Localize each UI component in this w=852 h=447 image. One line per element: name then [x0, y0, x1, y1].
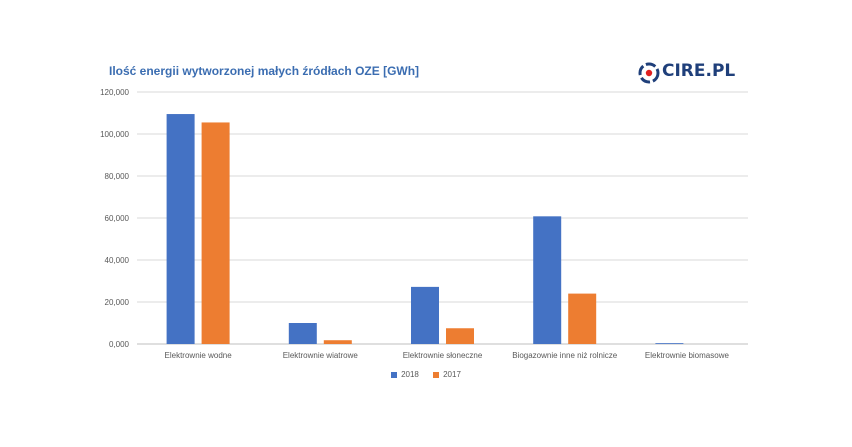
x-tick-label: Elektrownie słoneczne: [403, 351, 483, 360]
chart-title: Ilość energii wytworzonej małych źródłac…: [109, 64, 420, 78]
x-tick-label: Elektrownie wodne: [165, 351, 233, 360]
bar: [446, 328, 474, 344]
cire-logo: CIRE.PL: [638, 61, 748, 84]
legend-swatch-2018: [391, 371, 398, 378]
legend-item-2018: 2018: [391, 370, 419, 379]
y-tick-label: 100,000: [100, 130, 129, 139]
y-tick-label: 80,000: [105, 172, 130, 181]
x-tick-label: Elektrownie wiatrowe: [283, 351, 359, 360]
x-tick-label: Biogazownie inne niż rolnicze: [512, 351, 618, 360]
y-tick-label: 0,000: [109, 340, 130, 349]
bar: [568, 293, 597, 344]
bar: [411, 286, 439, 344]
legend-swatch-2017: [433, 371, 440, 378]
y-tick-label: 120,000: [100, 88, 129, 97]
bar: [201, 122, 230, 344]
cire-logo-icon: [638, 62, 660, 84]
bar: [323, 340, 352, 344]
legend-label-2018: 2018: [401, 370, 419, 379]
bar: [166, 114, 195, 344]
bar: [655, 343, 684, 344]
bar: [533, 216, 562, 344]
y-tick-label: 20,000: [105, 298, 130, 307]
y-tick-label: 60,000: [105, 214, 130, 223]
legend-label-2017: 2017: [443, 370, 461, 379]
chart-legend: 2018 2017: [0, 370, 852, 379]
legend-item-2017: 2017: [433, 370, 461, 379]
x-tick-label: Elektrownie biomasowe: [645, 351, 730, 360]
y-tick-label: 40,000: [105, 256, 130, 265]
logo-text: CIRE.PL: [662, 61, 736, 81]
bar: [288, 323, 317, 344]
